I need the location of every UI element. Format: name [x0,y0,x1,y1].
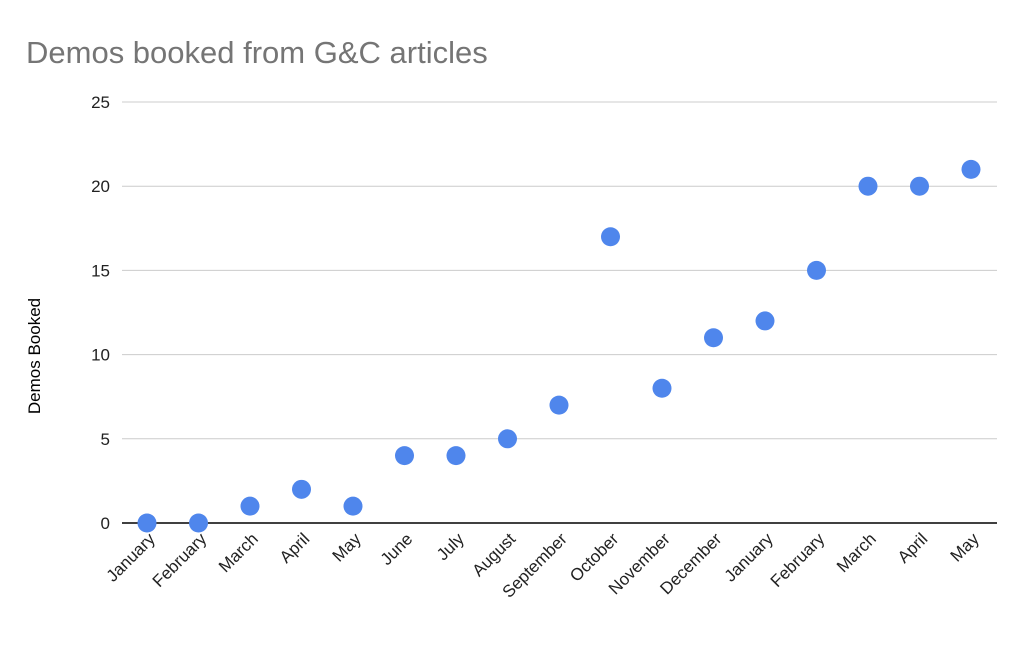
x-tick-label: March [215,529,262,576]
x-tick-label: April [894,529,931,566]
x-tick-label: April [276,529,313,566]
x-tick-label: February [767,529,829,591]
data-point [652,378,672,398]
y-axis-label: Demos Booked [25,298,44,414]
x-tick-label: May [947,529,983,565]
data-point [189,513,208,533]
data-point [343,496,363,516]
data-point [755,311,775,331]
data-point [910,176,929,196]
gridlines [122,101,997,524]
data-point [549,395,569,415]
data-points [137,159,981,533]
x-tick-label: May [329,529,365,565]
y-tick-label: 10 [91,346,110,365]
data-point [446,446,466,466]
data-point [240,496,260,516]
data-point [807,260,826,280]
data-point [858,176,878,196]
data-point [137,513,157,533]
data-point [601,227,620,247]
data-point [961,159,981,179]
data-point [395,446,414,466]
x-tick-label: March [833,529,880,576]
y-tick-label: 25 [91,93,110,112]
x-tick-label: August [468,529,519,580]
x-tick-label: February [149,529,211,591]
x-tick-label: July [433,529,468,564]
data-point [498,429,517,449]
data-point [704,328,723,348]
y-tick-labels: 0 5 10 15 20 25 [91,93,110,533]
x-tick-label: June [377,529,417,569]
chart-title: Demos booked from G&C articles [26,35,488,70]
y-tick-label: 20 [91,177,110,196]
y-tick-label: 15 [91,261,110,280]
data-point [292,479,311,499]
y-tick-label: 5 [101,430,110,449]
y-tick-label: 0 [101,514,110,533]
